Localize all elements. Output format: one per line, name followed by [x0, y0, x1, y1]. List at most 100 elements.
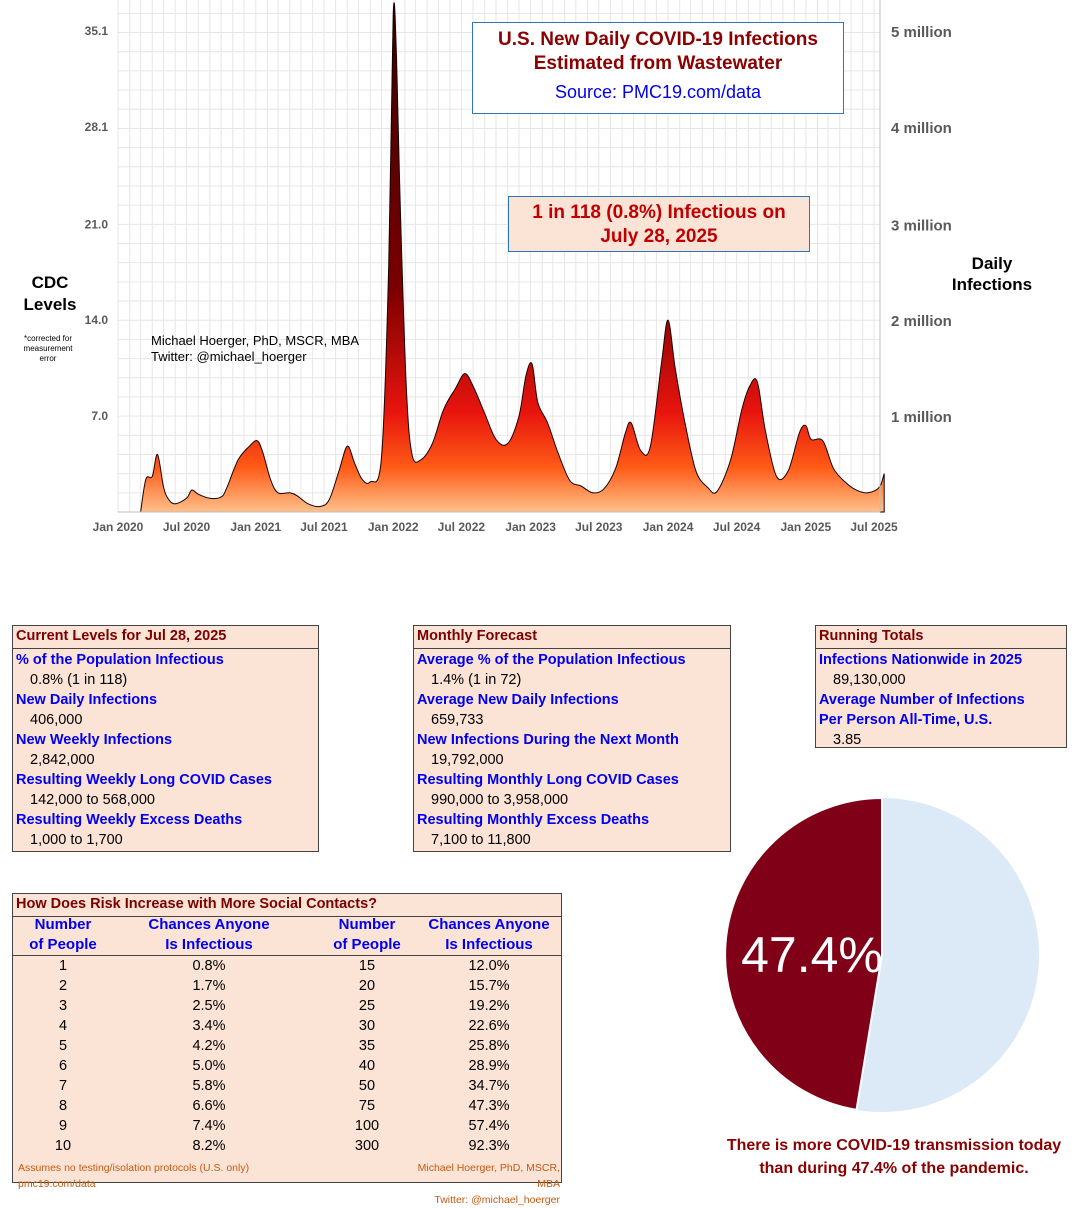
infectious-callout-line1: 1 in 118 (0.8%) Infectious on: [532, 202, 786, 223]
x-axis-tick-label: Jul 2022: [438, 520, 486, 534]
header-number-of-people-line1: Number: [338, 916, 396, 933]
running-totals-title: Running Totals: [816, 626, 1066, 649]
current-levels-title: Current Levels for Jul 28, 2025: [13, 626, 318, 649]
header-chances-infectious-line2: Is Infectious: [165, 936, 253, 953]
monthly-forecast-label: Average % of the Population Infectious: [417, 652, 686, 668]
wastewater-chart: 7.0 14.0 21.0 28.1 35.1 1 million 2 million 3 m…: [85, 0, 952, 534]
footnote-twitter[interactable]: Twitter: @michael_hoerger: [434, 1194, 560, 1206]
risk-people-count: 7: [58, 1078, 68, 1094]
header-number-of-people-line2: of People: [333, 936, 401, 953]
right-axis-title-line1: Daily: [971, 254, 1013, 273]
risk-people-count: 25: [358, 998, 376, 1014]
risk-chance-value: 57.4%: [468, 1118, 510, 1134]
monthly-forecast-label: New Infections During the Next Month: [417, 732, 679, 748]
risk-people-count: 75: [358, 1098, 376, 1114]
footnote-assumption: Assumes no testing/isolation protocols (…: [18, 1162, 250, 1174]
running-totals-label: Infections Nationwide in 2025: [819, 652, 1023, 668]
risk-chance-value: 12.0%: [468, 958, 510, 974]
footnote-left: Assumes no testing/isolation protocols (…: [18, 1160, 249, 1192]
risk-people-count: 100: [354, 1118, 380, 1134]
risk-people-count: 2: [58, 978, 68, 994]
header-chances-infectious-line1: Chances Anyone: [148, 916, 270, 933]
risk-people-count: 6: [58, 1058, 68, 1074]
risk-people-count: 5: [58, 1038, 68, 1054]
risk-chance-value: 1.7%: [192, 978, 226, 994]
running-totals-label: Per Person All-Time, U.S.: [819, 712, 993, 728]
risk-table-title: How Does Risk Increase with More Social …: [13, 894, 561, 917]
left-axis-title: CDC Levels: [18, 272, 82, 316]
chart-author: Michael Hoerger, PhD, MSCR, MBA Twitter:…: [151, 333, 359, 365]
x-axis-tick-label: Jul 2021: [300, 520, 348, 534]
current-levels-value: 1,000 to 1,700: [30, 832, 123, 848]
current-levels-value: 142,000 to 568,000: [30, 792, 155, 808]
chart-author-twitter[interactable]: Twitter: @michael_hoerger: [151, 349, 307, 364]
header-number-of-people: Number of People: [319, 915, 415, 955]
pie-caption-line1: There is more COVID-19 transmission toda…: [726, 1137, 1062, 1154]
x-axis-tick-label: Jan 2024: [643, 520, 694, 534]
running-totals-value: 3.85: [833, 732, 862, 748]
monthly-forecast-label: Average New Daily Infections: [417, 692, 619, 708]
risk-chance-value: 25.8%: [468, 1038, 510, 1054]
current-levels-label: Resulting Weekly Excess Deaths: [16, 812, 243, 828]
pie-slice-highlight: [724, 796, 883, 1112]
left-axis-tick-label: 21.0: [85, 217, 109, 231]
risk-chance-value: 22.6%: [468, 1018, 510, 1034]
risk-chance-value: 28.9%: [468, 1058, 510, 1074]
transmission-pie-chart: 47.4%: [724, 796, 1039, 1112]
current-levels-value: 406,000: [30, 712, 83, 728]
header-chances-infectious: Chances Anyone Is Infectious: [129, 915, 289, 955]
left-axis-note-line3: error: [39, 354, 57, 363]
current-levels-label: Resulting Weekly Long COVID Cases: [16, 772, 272, 788]
risk-people-count: 50: [358, 1078, 376, 1094]
footnote-website[interactable]: pmc19.com/data: [18, 1178, 96, 1190]
infection-area-series: [140, 2, 885, 513]
x-axis-tick-label: Jan 2022: [368, 520, 419, 534]
risk-chance-value: 34.7%: [468, 1078, 510, 1094]
risk-people-count: 35: [358, 1038, 376, 1054]
current-levels-label: New Daily Infections: [16, 692, 158, 708]
left-axis-tick-label: 14.0: [85, 313, 109, 327]
right-axis-tick-label: 2 million: [891, 313, 952, 330]
risk-people-count: 10: [54, 1138, 72, 1154]
current-levels-label: % of the Population Infectious: [16, 652, 224, 668]
risk-chance-value: 6.6%: [192, 1098, 226, 1114]
x-axis-tick-label: Jul 2020: [163, 520, 211, 534]
social-contacts-risk-table: How Does Risk Increase with More Social …: [12, 893, 562, 1183]
chart-author-name: Michael Hoerger, PhD, MSCR, MBA: [151, 333, 360, 348]
chart-title-line2: Estimated from Wastewater: [533, 53, 783, 74]
left-axis-tick-label: 7.0: [91, 409, 108, 423]
chart-source-link[interactable]: Source: PMC19.com/data: [554, 82, 762, 102]
running-totals-value: 89,130,000: [833, 672, 906, 688]
monthly-forecast-label: Resulting Monthly Long COVID Cases: [417, 772, 679, 788]
footnote-right: Michael Hoerger, PhD, MSCR, MBA Twitter:…: [392, 1160, 560, 1208]
header-chances-infectious: Chances Anyone Is Infectious: [409, 915, 569, 955]
x-axis-tick-label: Jul 2024: [713, 520, 761, 534]
risk-people-count: 15: [358, 958, 376, 974]
x-axis-tick-label: Jan 2021: [230, 520, 281, 534]
risk-people-count: 8: [58, 1098, 68, 1114]
left-axis-title-line1: CDC: [31, 273, 69, 292]
left-axis-note-line1: *corrected for: [23, 334, 73, 343]
chart-title-box: U.S. New Daily COVID-19 Infections Estim…: [472, 22, 844, 114]
current-levels-value: 0.8% (1 in 118): [30, 672, 128, 688]
running-totals-label: Average Number of Infections: [819, 692, 1025, 708]
risk-chance-value: 0.8%: [192, 958, 226, 974]
left-axis-note: *corrected for measurement error: [14, 334, 82, 364]
running-totals-panel: Running Totals Infections Nationwide in …: [815, 625, 1067, 748]
risk-chance-value: 19.2%: [468, 998, 510, 1014]
current-levels-label: New Weekly Infections: [16, 732, 173, 748]
monthly-forecast-value: 7,100 to 11,800: [431, 832, 531, 848]
monthly-forecast-value: 19,792,000: [431, 752, 504, 768]
x-axis-tick-label: Jul 2023: [575, 520, 623, 534]
x-axis-tick-label: Jan 2020: [93, 520, 144, 534]
risk-people-count: 9: [58, 1118, 68, 1134]
risk-chance-value: 2.5%: [192, 998, 226, 1014]
risk-chance-value: 7.4%: [192, 1118, 226, 1134]
header-number-of-people: Number of People: [15, 915, 111, 955]
left-axis-title-line2: Levels: [23, 295, 77, 314]
header-chances-infectious-line2: Is Infectious: [445, 936, 533, 953]
right-axis-title: Daily Infections: [940, 253, 1044, 295]
risk-chance-value: 5.0%: [192, 1058, 226, 1074]
risk-people-count: 4: [58, 1018, 68, 1034]
pie-caption: There is more COVID-19 transmission toda…: [708, 1134, 1078, 1180]
